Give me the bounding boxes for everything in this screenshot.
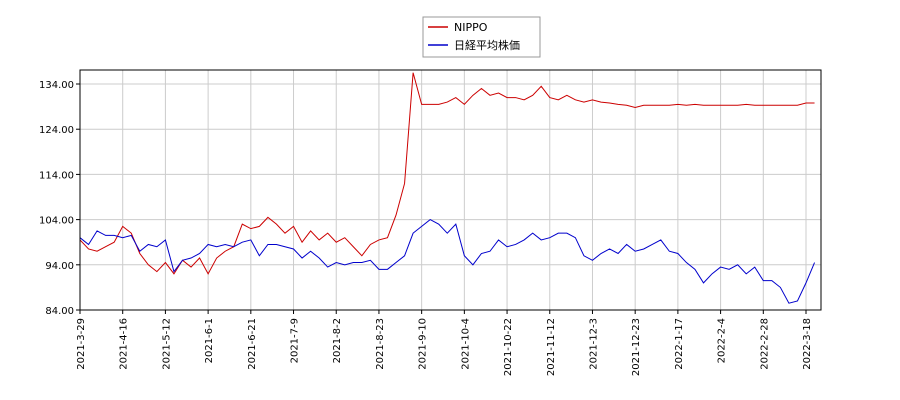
x-tick-label: 2021-5-12: [161, 318, 172, 370]
x-tick-label: 2021-8-23: [375, 318, 386, 370]
x-tick-label: 2021-3-29: [76, 318, 87, 370]
series-line: [79, 219, 816, 304]
x-tick-label: 2021-10-22: [503, 318, 514, 376]
x-tick-label: 2021-12-3: [588, 318, 599, 370]
x-tick-label: 2021-6-21: [247, 318, 258, 370]
x-tick-label: 2021-8-2: [332, 318, 343, 363]
x-tick-label: 2021-11-12: [546, 318, 557, 376]
plot-area: [79, 69, 822, 311]
x-tick-label: 2021-12-23: [631, 318, 642, 376]
x-tick-label: 2022-1-17: [674, 318, 685, 370]
x-tick-label: 2022-3-18: [802, 318, 813, 370]
y-tick-label: 114.00: [39, 170, 74, 181]
x-tick-label: 2022-2-28: [759, 318, 770, 370]
x-tick-label: 2021-6-1: [204, 318, 215, 363]
plot-border: [79, 69, 822, 311]
legend-label: 日経平均株価: [454, 38, 520, 52]
x-tick-label: 2021-10-4: [460, 318, 471, 370]
x-tick-label: 2022-2-4: [717, 318, 728, 363]
series-line: [79, 72, 815, 275]
y-tick-label: 84.00: [45, 306, 74, 317]
y-tick-label: 124.00: [39, 125, 74, 136]
y-tick-label: 134.00: [39, 80, 74, 91]
x-tick-label: 2021-7-9: [290, 318, 301, 363]
x-tick-label: 2021-4-16: [119, 318, 130, 370]
y-tick-label: 104.00: [39, 216, 74, 227]
legend-box: [422, 16, 541, 58]
y-tick-label: 94.00: [45, 261, 74, 272]
x-tick-label: 2021-9-10: [418, 318, 429, 370]
legend-label: NIPPO: [454, 21, 488, 34]
